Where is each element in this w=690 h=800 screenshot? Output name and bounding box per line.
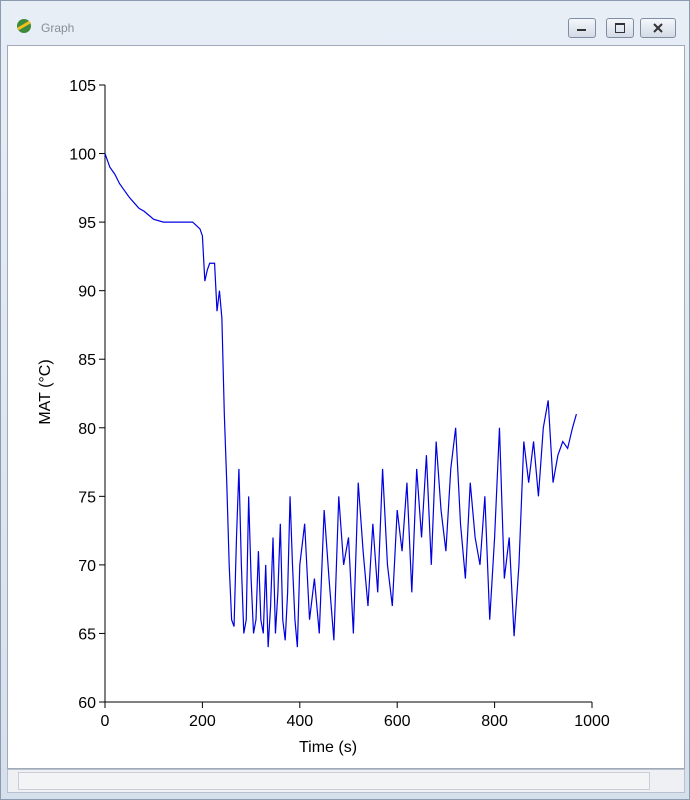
chart: Time (s) MAT (°C) 60 65 70 75 80 85 90 95 100 105…	[37, 78, 610, 756]
y-tick-label: 100	[69, 147, 96, 164]
y-tick-label: 105	[69, 78, 96, 95]
data-line	[104, 153, 577, 648]
close-button[interactable]	[640, 18, 676, 38]
y-tick-label: 85	[78, 352, 96, 369]
status-bar	[7, 769, 685, 793]
y-tick-label: 65	[78, 626, 96, 643]
y-tick-label: 95	[78, 215, 96, 232]
minimize-button[interactable]	[568, 18, 596, 38]
title-bar: Graph	[1, 1, 689, 45]
maximize-button[interactable]	[606, 18, 634, 38]
app-icon	[17, 19, 31, 33]
y-axis-label: MAT (°C)	[37, 359, 54, 424]
y-tick-label: 90	[78, 284, 96, 301]
x-axis-label: Time (s)	[299, 739, 357, 756]
graph-area: Time (s) MAT (°C) 60 65 70 75 80 85 90 95 100 105…	[7, 45, 685, 769]
x-tick-label: 200	[189, 713, 216, 730]
status-field	[18, 772, 650, 790]
y-tick-label: 75	[78, 489, 96, 506]
x-tick-label: 1000	[574, 713, 610, 730]
y-tick-label: 70	[78, 558, 96, 575]
x-tick-label: 600	[384, 713, 411, 730]
x-tick-label: 400	[286, 713, 313, 730]
x-tick-label: 0	[101, 713, 110, 730]
y-tick-label: 60	[78, 695, 96, 712]
window-title: Graph	[41, 21, 75, 35]
x-tick-label: 800	[481, 713, 508, 730]
y-tick-label: 80	[78, 421, 96, 438]
